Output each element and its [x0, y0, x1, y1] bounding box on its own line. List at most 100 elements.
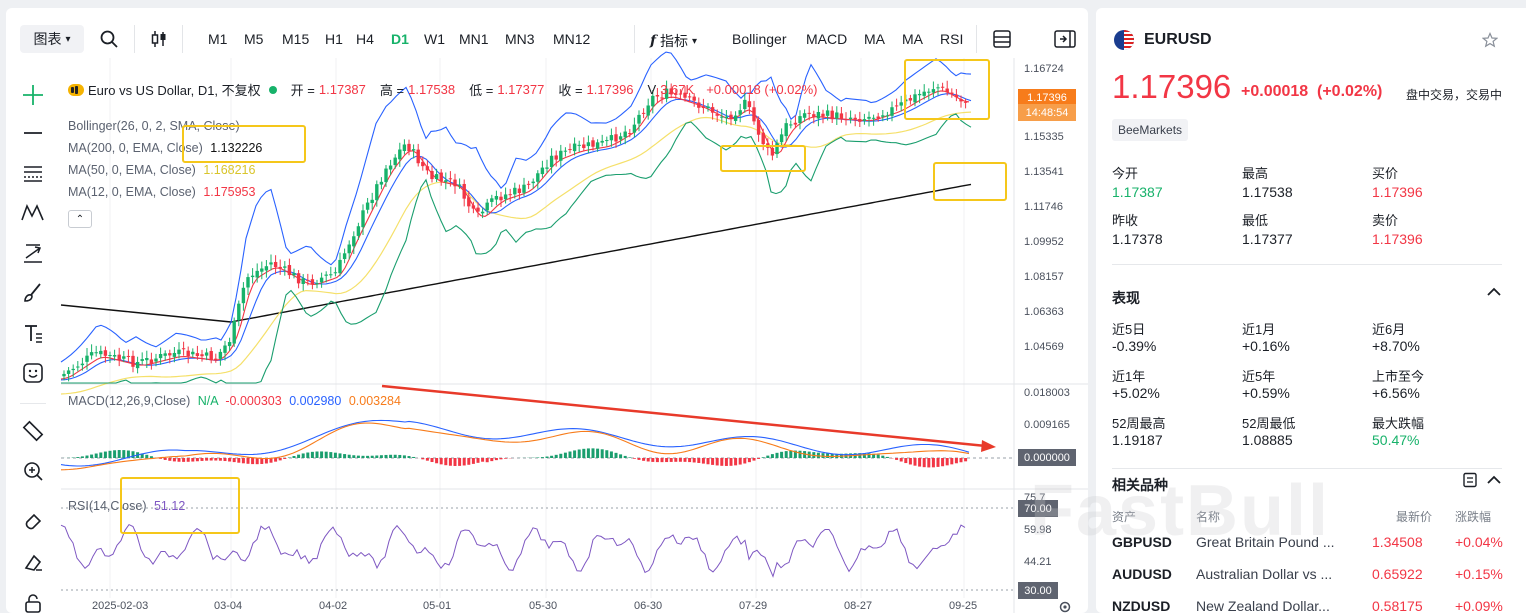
chart-type-dropdown[interactable]: 图表 ▾ — [20, 25, 84, 53]
lock-icon[interactable] — [20, 590, 46, 613]
bollinger-lower — [61, 113, 972, 384]
indicator-ma-button[interactable]: MA — [864, 31, 885, 47]
macd-histogram-bar — [398, 454, 402, 458]
macd-histogram-bar — [343, 454, 347, 458]
macd-histogram-bar — [711, 458, 715, 465]
macd-histogram-bar — [108, 450, 112, 458]
ruler-icon[interactable] — [20, 418, 46, 444]
macd-histogram-bar — [623, 455, 627, 458]
candle-body — [260, 268, 264, 272]
candle-body — [517, 188, 522, 194]
macd-histogram-bar — [278, 458, 282, 461]
zoom-in-icon[interactable] — [20, 458, 46, 484]
related-row[interactable]: NZDUSD New Zealand Dollar... 0.58175 +0.09% — [1096, 592, 1526, 613]
timeframe-h1[interactable]: H1 — [325, 31, 343, 47]
candle-body — [789, 124, 793, 126]
indicator-bollinger-button[interactable]: Bollinger — [732, 31, 787, 47]
macd-histogram-bar — [471, 458, 475, 464]
watermark: FastBull — [1030, 471, 1331, 551]
fib-lines-icon[interactable] — [20, 160, 46, 186]
timeframe-mn12[interactable]: MN12 — [553, 31, 591, 47]
performance-label: 近1月 — [1242, 322, 1276, 337]
candlestick-icon[interactable] — [146, 26, 172, 52]
candle-body — [747, 101, 752, 108]
layout-icon[interactable] — [989, 26, 1015, 52]
candle-body — [85, 355, 89, 362]
candle-body — [402, 144, 407, 151]
text-tool-icon[interactable] — [20, 320, 46, 346]
timeframe-w1[interactable]: W1 — [424, 31, 445, 47]
indicator-ma-button-2[interactable]: MA — [902, 31, 923, 47]
chevron-up-icon[interactable] — [1486, 472, 1502, 493]
indicator-macd-button[interactable]: MACD — [806, 31, 848, 47]
macd-histogram-bar — [775, 452, 779, 458]
timeframe-m1[interactable]: M1 — [208, 31, 228, 47]
brush-icon[interactable] — [20, 280, 46, 306]
list-icon[interactable] — [1462, 472, 1478, 493]
performance-value: +0.16% — [1242, 338, 1290, 354]
chart-settings-icon[interactable] — [1058, 600, 1072, 613]
collapse-panel-icon[interactable] — [1052, 26, 1078, 52]
eraser-icon[interactable] — [20, 550, 46, 576]
macd-histogram-bar — [149, 456, 153, 458]
macd-histogram-bar — [246, 458, 250, 464]
candle-body — [352, 236, 356, 247]
projection-icon[interactable] — [20, 240, 46, 266]
related-row[interactable]: GBPUSD Great Britain Pound ... 1.34508 +0.0… — [1096, 528, 1526, 558]
toolbar-divider — [634, 25, 635, 53]
emoji-icon[interactable] — [20, 360, 46, 386]
chart-canvas[interactable] — [6, 8, 1088, 613]
candle-body — [839, 113, 844, 120]
macd-histogram-bar — [384, 454, 388, 458]
related-row[interactable]: AUDUSD Australian Dollar vs ... 0.65922 +0.… — [1096, 560, 1526, 590]
candle-body — [752, 107, 756, 122]
highlight-box-ma200-end — [933, 162, 1007, 201]
candle-body — [172, 352, 177, 357]
candle-body — [292, 273, 296, 276]
macd-histogram-bar — [752, 458, 756, 461]
timeframe-m5[interactable]: M5 — [244, 31, 264, 47]
macd-histogram-bar — [628, 457, 632, 458]
macd-histogram-bar — [269, 458, 273, 463]
macd-value-2: 0.002980 — [289, 394, 342, 408]
macd-histogram-bar — [209, 458, 213, 461]
candle-body — [398, 149, 402, 160]
macd-histogram-bar — [867, 453, 871, 458]
candle-body — [876, 116, 880, 119]
collapse-legend-button[interactable]: ⌃ — [68, 210, 92, 228]
indicators-button[interactable]: f 指标 ▾ — [650, 31, 697, 51]
candle-body — [830, 110, 834, 120]
timeframe-mn3[interactable]: MN3 — [505, 31, 535, 47]
macd-histogram-bar — [462, 458, 466, 466]
crosshair-icon[interactable] — [20, 82, 46, 108]
horizontal-line-icon[interactable] — [20, 120, 46, 146]
timeframe-mn1[interactable]: MN1 — [459, 31, 489, 47]
chevron-up-icon[interactable] — [1486, 284, 1502, 305]
favorite-star-icon[interactable] — [1481, 32, 1499, 53]
candle-body — [393, 157, 397, 166]
macd-histogram-bar — [743, 458, 747, 464]
candle-body — [131, 355, 135, 367]
macd-histogram-bar — [706, 458, 710, 465]
section-divider — [1112, 264, 1502, 265]
search-icon[interactable] — [96, 26, 122, 52]
date-axis-label: 09-25 — [949, 600, 978, 612]
timeframe-h4[interactable]: H4 — [356, 31, 374, 47]
macd-legend: MACD(12,26,9,Close) N/A -0.000303 0.0029… — [68, 394, 401, 408]
macd-histogram-bar — [126, 450, 130, 458]
toolbar-divider — [976, 25, 977, 53]
candle-body — [784, 123, 788, 137]
countdown-tag: 14:48:54 — [1018, 104, 1076, 121]
candle-body — [950, 92, 954, 95]
macd-histogram-bar — [421, 458, 425, 460]
candle-body — [572, 143, 577, 152]
magnet-icon[interactable] — [20, 510, 46, 536]
function-icon: f — [650, 33, 657, 49]
indicator-rsi-button[interactable]: RSI — [940, 31, 964, 47]
timeframe-m15[interactable]: M15 — [282, 31, 310, 47]
macd-histogram-bar — [195, 458, 199, 462]
pattern-icon[interactable] — [20, 200, 46, 226]
candle-body — [71, 368, 75, 371]
timeframe-d1[interactable]: D1 — [391, 31, 409, 47]
macd-histogram-bar — [490, 458, 494, 462]
